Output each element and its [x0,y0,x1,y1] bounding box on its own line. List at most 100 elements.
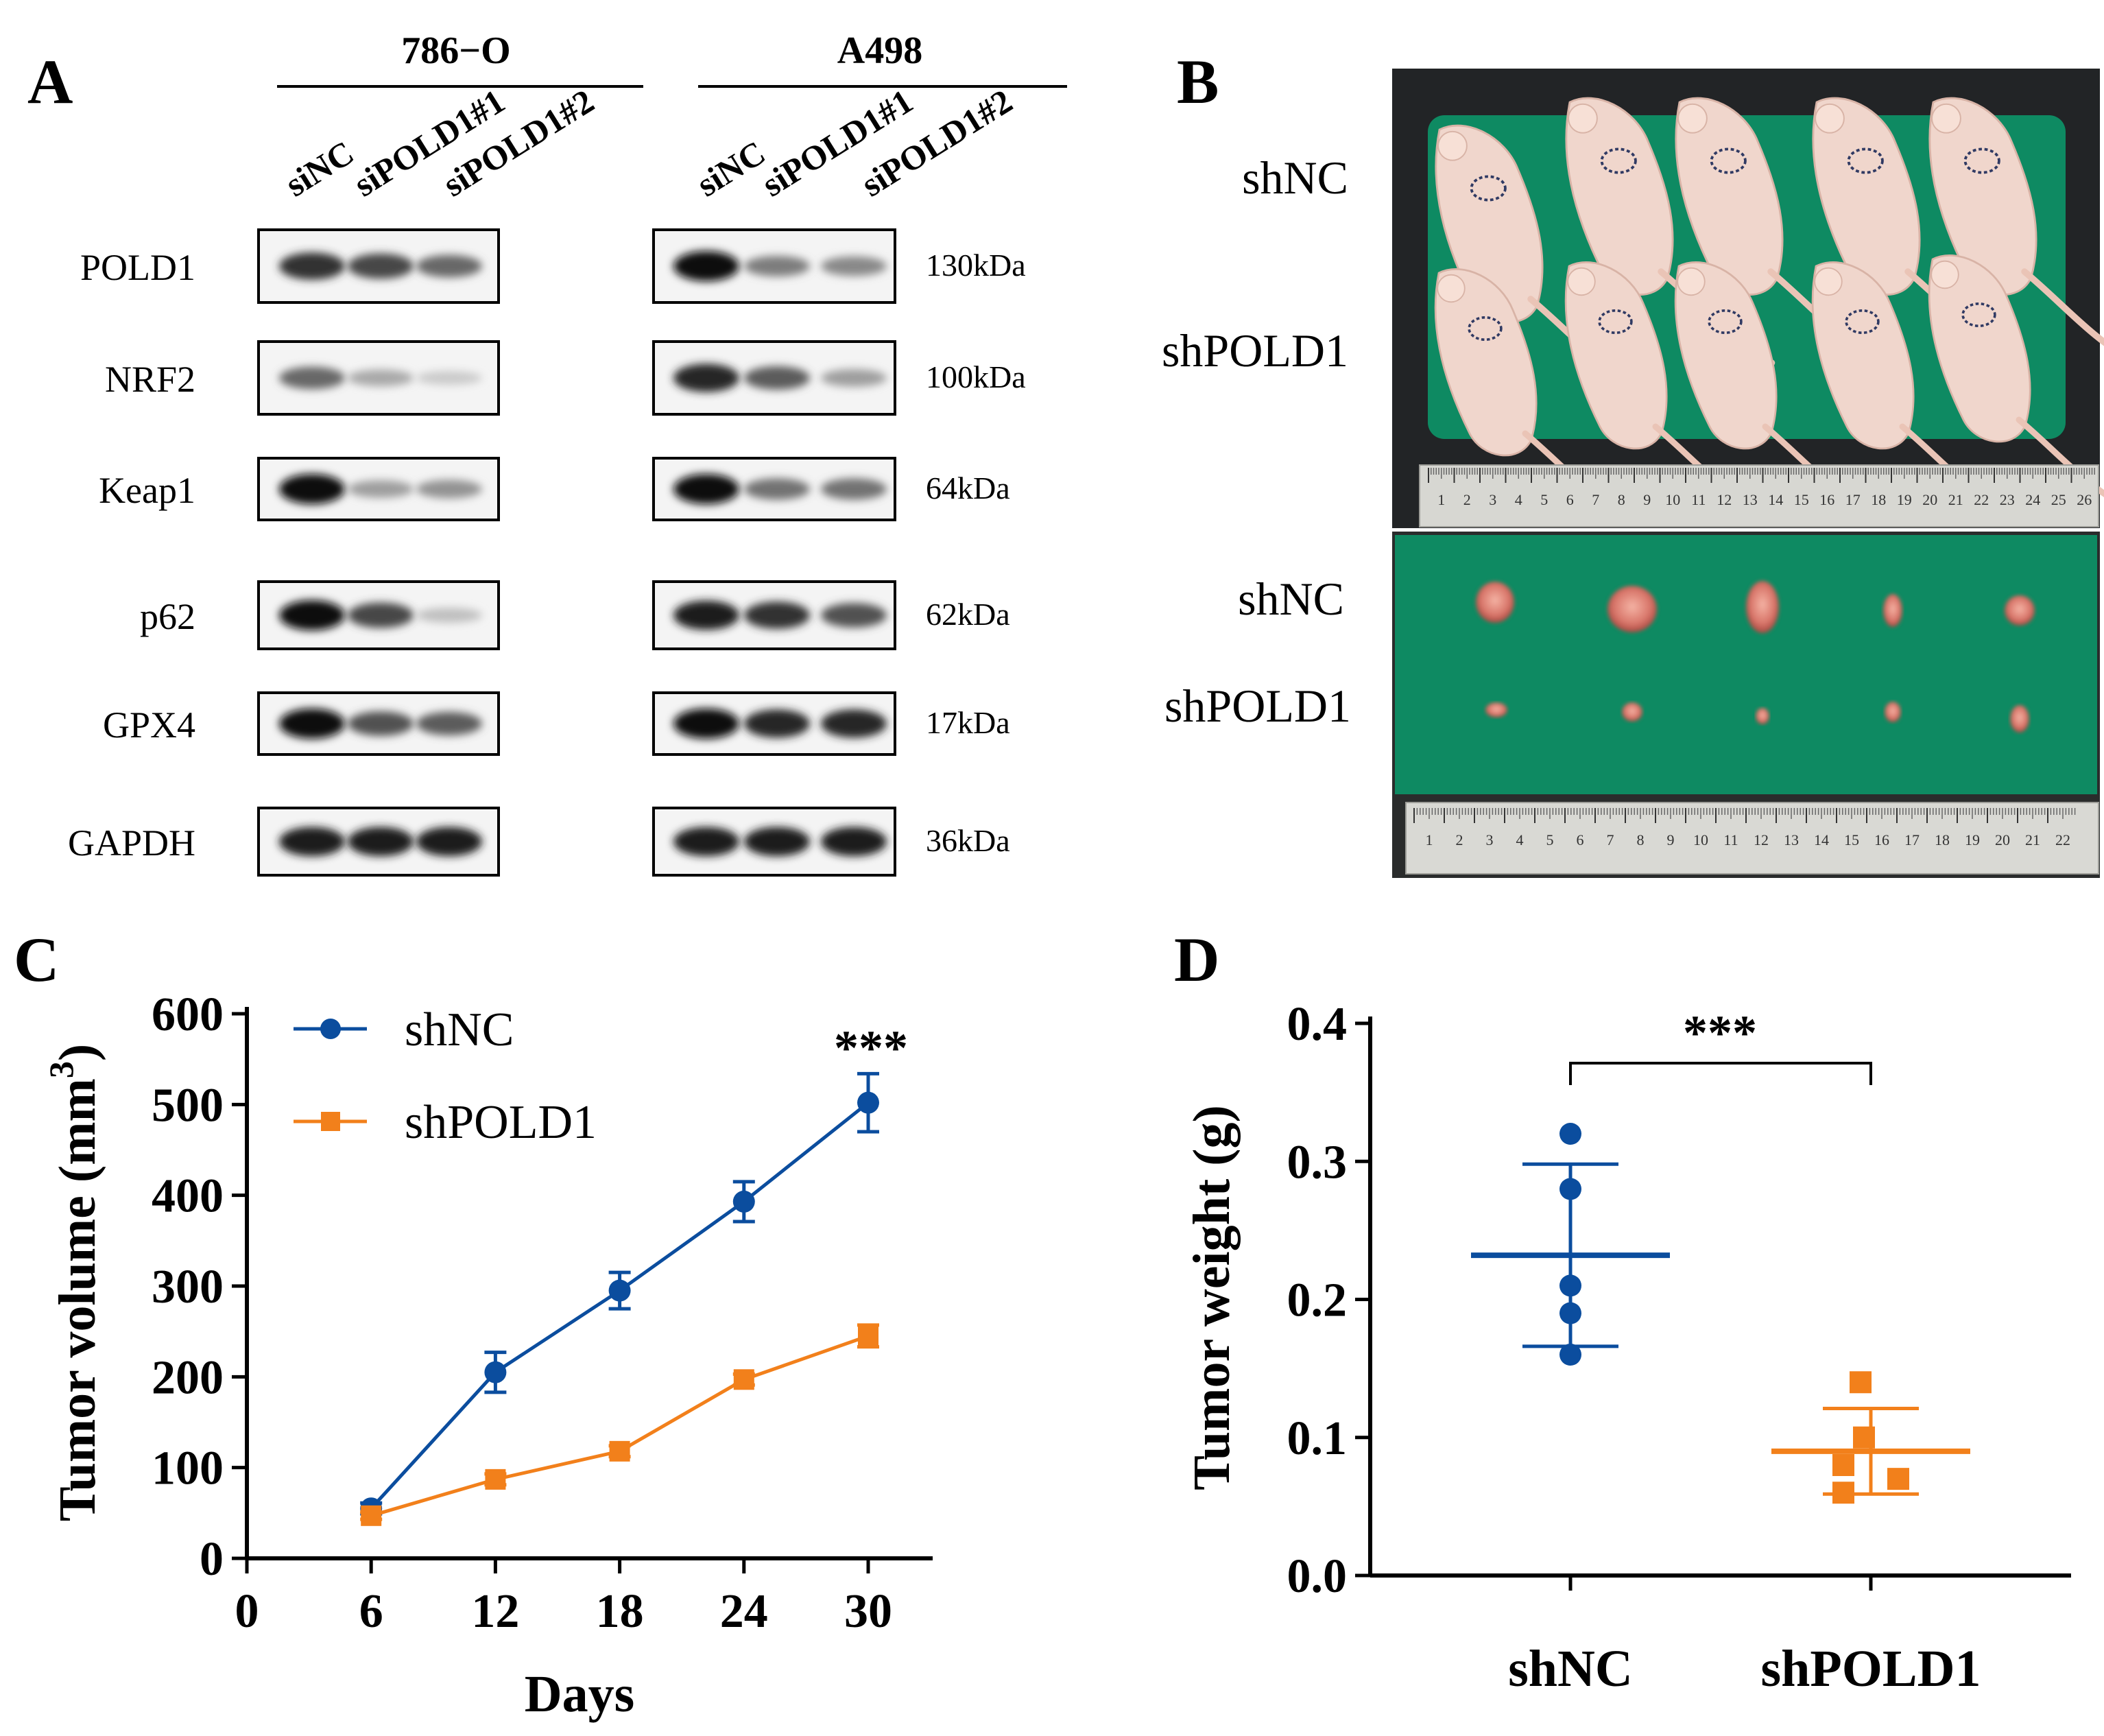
protein-label: GPX4 [103,704,195,746]
protein-band [673,600,739,630]
ruler [1419,464,2099,527]
y-tick-label: 500 [152,1079,224,1132]
protein-label: Keap1 [99,470,195,511]
ruler-number: 23 [2000,491,2015,508]
cell-line-786o: 786−O [401,29,510,72]
data-point [857,1091,879,1114]
ruler-number: 18 [1935,831,1950,848]
legend-label: shPOLD1 [405,1096,597,1149]
protein-band [416,827,482,857]
legend-marker [320,1019,341,1039]
panel-c: C 0 100 200 300 400 500 600 0 6 12 18 24 30 Days Tumor… [14,925,933,1723]
ruler-number: 24 [2025,491,2040,508]
ruler-number: 1 [1437,491,1445,508]
tumor [1885,702,1901,722]
y-axis-title-close: ) [49,1044,106,1061]
ruler-number: 12 [1754,831,1769,848]
data-point [361,1505,382,1526]
protein-band [821,709,887,738]
ruler-number: 11 [1723,831,1738,848]
y-axis-title: Tumor volume (mm3) [42,1044,106,1521]
ruler-number: 7 [1607,831,1614,848]
panel-a-letter: A [27,47,73,117]
protein-band [416,608,482,623]
data-point [1832,1482,1854,1504]
ruler-number: 17 [1845,491,1861,508]
ruler-number: 9 [1643,491,1651,508]
y-tick-label: 600 [152,988,224,1041]
protein-band [348,369,414,387]
protein-band [279,366,345,390]
data-point [1559,1178,1581,1200]
ruler-number: 19 [1897,491,1912,508]
panel-d-letter: D [1174,925,1219,995]
tumor [1883,594,1902,627]
data-point [485,1469,506,1490]
y-tick-label: 0.3 [1287,1136,1348,1189]
green-board [1395,535,2097,794]
y-tick-label: 300 [152,1261,224,1313]
photo-label-shnc-mice: shNC [1242,152,1348,204]
legend-marker [321,1112,340,1131]
panel-d: D 0.0 0.1 0.2 0.3 0.4 shNC shPOLD1 Tumor weight… [1174,925,2071,1698]
ruler-number: 21 [1948,491,1963,508]
x-tick-label: 30 [844,1585,892,1638]
ruler-number: 21 [2025,831,2040,848]
data-point [1559,1344,1581,1366]
ruler-number: 15 [1844,831,1859,848]
protein-band [416,370,482,385]
mouse [1928,97,2104,346]
ruler-number: 22 [2055,831,2070,848]
protein-band [744,256,810,276]
tumor [1476,582,1514,623]
y-axis-title-text: Tumor volume (mm [49,1078,106,1521]
protein-label: POLD1 [80,247,195,288]
tumors [1476,581,2035,733]
ruler-number: 3 [1486,831,1494,848]
protein-band [673,474,739,504]
data-point [1559,1274,1581,1297]
ruler-number: 8 [1618,491,1625,508]
ruler-number: 25 [2051,491,2066,508]
y-axis-title: Tumor weight (g) [1183,1105,1241,1490]
protein-band [673,827,739,857]
data-point [732,1190,755,1213]
tumor [2005,595,2035,626]
protein-band [348,711,414,736]
ruler-number: 19 [1965,831,1980,848]
data-point [1853,1426,1875,1449]
photo-label-shpold1-tumors: shPOLD1 [1164,680,1351,732]
tumor-photo: 1 2 3 4 5 6 7 8 9 10 11 12 13 14 15 16 17 18 19 20 21 22 [1392,532,2100,878]
x-tick-label: 12 [471,1585,519,1638]
protein-band [348,602,414,628]
protein-band [821,478,887,500]
protein-band [821,369,887,387]
data-point [1559,1302,1581,1324]
data-point [1887,1468,1909,1490]
molecular-weight-label: 17kDa [926,705,1010,740]
y-tick-label: 0.0 [1287,1550,1348,1603]
molecular-weight-label: 130kDa [926,248,1026,283]
ruler-number: 10 [1693,831,1708,848]
y-tick-label: 200 [152,1351,224,1404]
significance-bracket [1569,1062,1872,1085]
ruler-number: 15 [1794,491,1809,508]
ruler-number: 14 [1814,831,1829,848]
data-point [733,1369,754,1390]
tumor [1485,702,1507,717]
tumor [1746,581,1779,633]
ruler-number: 2 [1456,831,1463,848]
protein-band [744,478,810,500]
protein-band [279,474,345,504]
ruler-number: 9 [1667,831,1675,848]
ruler-number: 26 [2077,491,2092,508]
legend-label: shNC [405,1003,514,1056]
ruler-number: 16 [1819,491,1834,508]
protein-band [279,252,345,280]
ruler-number: 16 [1874,831,1889,848]
y-tick-label: 100 [152,1442,224,1495]
y-tick-label: 0.1 [1287,1412,1348,1465]
data-point [1850,1371,1872,1394]
